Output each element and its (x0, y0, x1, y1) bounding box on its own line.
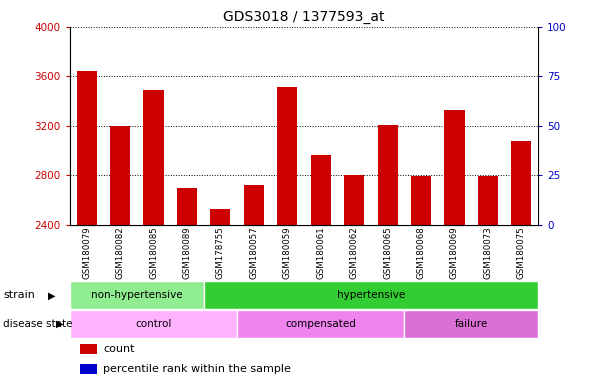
Bar (80, 364, 97, 374)
Point (282, 32, 292, 38)
Text: GDS3018 / 1377593_at: GDS3018 / 1377593_at (223, 10, 385, 23)
Text: non-hypertensive: non-hypertensive (91, 290, 182, 300)
Point (249, 30, 258, 36)
Bar (277, 88, 297, 225)
Text: compensated: compensated (285, 319, 356, 329)
Bar (311, 156, 331, 225)
Bar (478, 176, 498, 225)
Bar (404, 310, 538, 338)
Point (449, 32, 460, 38)
Text: ▶: ▶ (56, 319, 63, 329)
Bar (80, 344, 97, 354)
Text: percentile rank within the sample: percentile rank within the sample (103, 364, 291, 374)
Bar (237, 310, 404, 338)
Bar (244, 185, 264, 225)
Point (81, 30, 91, 36)
Bar (511, 141, 531, 225)
Bar (204, 281, 538, 309)
Text: ▶: ▶ (48, 290, 55, 300)
Bar (110, 126, 130, 225)
Point (215, 32, 225, 38)
Bar (70, 310, 237, 338)
Bar (411, 176, 431, 225)
Point (115, 32, 125, 38)
Point (416, 36, 426, 42)
Point (182, 36, 192, 42)
Text: control: control (136, 319, 171, 329)
Text: failure: failure (455, 319, 488, 329)
Bar (177, 187, 197, 225)
Bar (444, 110, 465, 225)
Bar (344, 175, 364, 225)
Bar (378, 124, 398, 225)
Point (516, 32, 526, 38)
Bar (77, 71, 97, 225)
Text: strain: strain (3, 290, 35, 300)
Point (483, 36, 492, 42)
Text: count: count (103, 344, 135, 354)
Point (316, 36, 326, 42)
Point (349, 32, 359, 38)
Text: disease state: disease state (3, 319, 72, 329)
Bar (143, 90, 164, 225)
Point (148, 30, 158, 36)
Point (383, 30, 393, 36)
Bar (210, 209, 230, 225)
Bar (70, 281, 204, 309)
Text: hypertensive: hypertensive (337, 290, 405, 300)
